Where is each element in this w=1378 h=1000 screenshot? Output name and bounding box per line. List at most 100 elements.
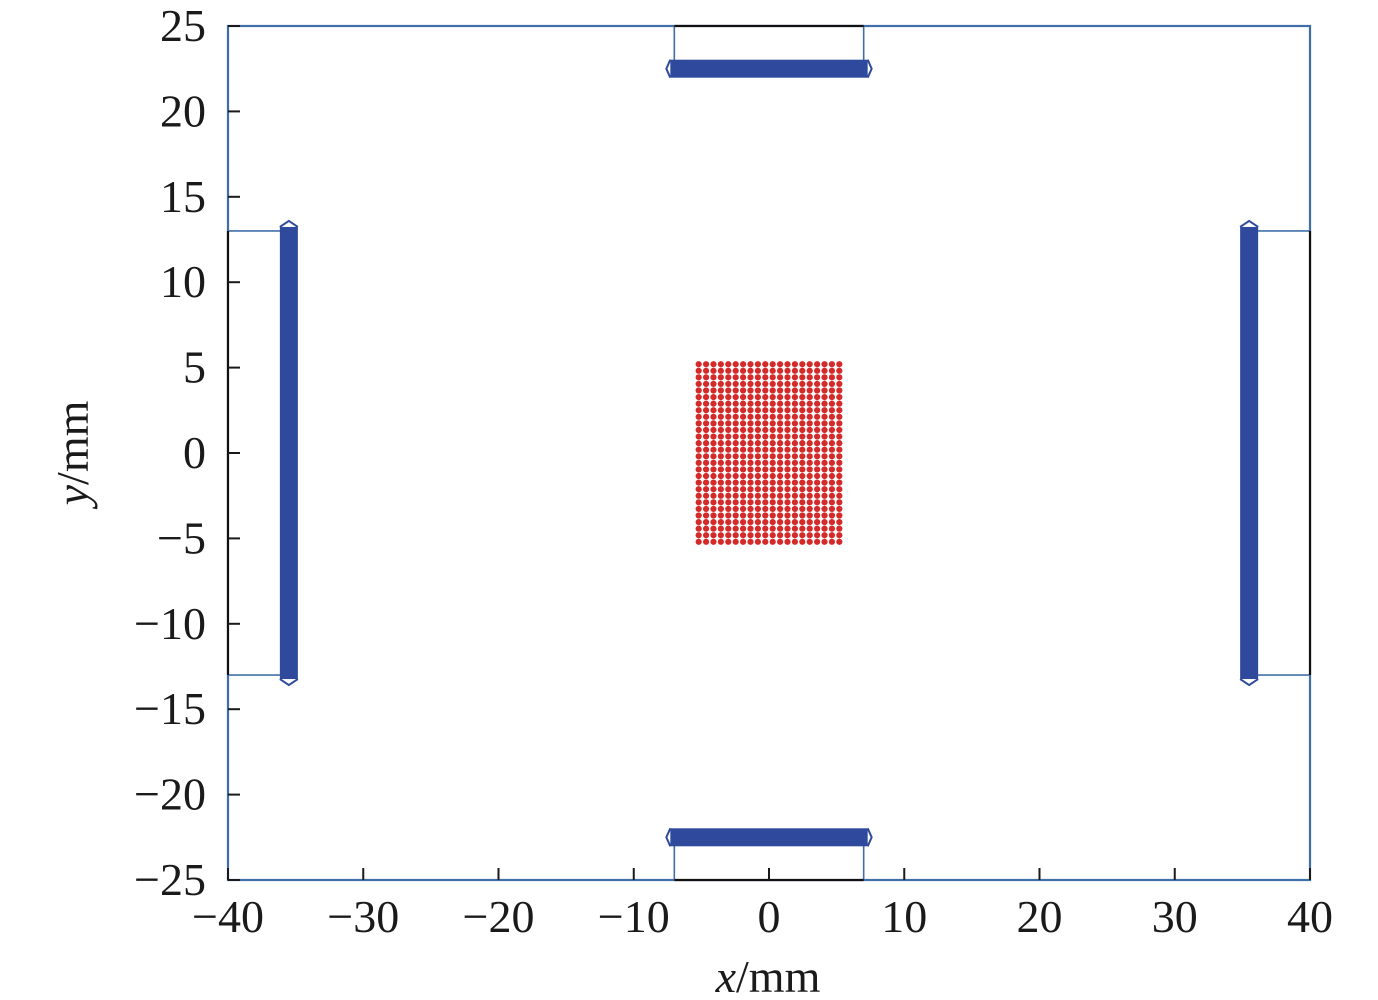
- particle-point: [702, 446, 710, 453]
- particle-point: [695, 393, 702, 401]
- particle-point: [739, 367, 747, 374]
- y-tick-label: 20: [160, 85, 206, 136]
- particle-point: [828, 486, 836, 493]
- particle-point: [695, 479, 702, 486]
- particle-point: [732, 446, 739, 453]
- particle-point: [777, 472, 784, 480]
- particle-point: [806, 479, 813, 486]
- particle-point: [747, 505, 754, 513]
- right-electrode-caps: [1239, 219, 1259, 687]
- particle-point: [828, 538, 836, 545]
- particle-point: [836, 492, 843, 499]
- top-electrode: [670, 59, 868, 78]
- particle-point: [777, 380, 784, 388]
- particle-point: [828, 407, 836, 414]
- particle-point: [799, 512, 806, 519]
- particle-point: [828, 466, 836, 473]
- y-tick-label: −25: [134, 854, 206, 905]
- particle-point: [814, 426, 821, 434]
- x-axis-label: x/mm: [715, 951, 821, 1000]
- particle-point: [717, 512, 724, 519]
- particle-point: [828, 505, 836, 513]
- particle-point: [799, 367, 806, 374]
- particle-point: [799, 518, 806, 526]
- particle-point: [791, 453, 799, 460]
- particle-point: [814, 466, 821, 473]
- particle-point: [806, 361, 813, 368]
- particle-point: [710, 453, 717, 460]
- particle-point: [806, 433, 813, 440]
- particle-point: [814, 393, 821, 401]
- particle-point: [814, 446, 821, 453]
- particle-point: [754, 440, 761, 447]
- particle-point: [821, 400, 828, 407]
- particle-point: [828, 361, 836, 368]
- particle-point: [717, 400, 724, 407]
- particle-point: [814, 492, 821, 499]
- particle-point: [791, 499, 799, 506]
- particle-point: [814, 367, 821, 374]
- particle-point: [799, 380, 806, 388]
- particle-point: [739, 407, 747, 414]
- particle-point: [769, 499, 776, 506]
- particle-point: [836, 505, 843, 513]
- particle-point: [762, 532, 769, 539]
- particle-point: [806, 492, 813, 499]
- particle-point: [836, 420, 843, 427]
- particle-point: [784, 486, 791, 493]
- particle-point: [806, 518, 813, 526]
- particle-point: [725, 387, 732, 394]
- particle-point: [710, 374, 717, 381]
- left-electrode-caps: [279, 219, 299, 687]
- particle-point: [702, 492, 710, 499]
- particle-point: [725, 453, 732, 460]
- particle-point: [762, 440, 769, 447]
- particle-point: [836, 538, 843, 545]
- particle-point: [717, 387, 724, 394]
- particle-point: [814, 374, 821, 381]
- particle-point: [717, 472, 724, 480]
- particle-point: [814, 512, 821, 519]
- particle-point: [828, 440, 836, 447]
- particle-point: [739, 472, 747, 480]
- particle-point: [791, 512, 799, 519]
- particle-point: [725, 400, 732, 407]
- particle-point: [777, 453, 784, 460]
- particle-point: [836, 466, 843, 473]
- particle-point: [769, 505, 776, 513]
- particle-point: [769, 426, 776, 434]
- particle-point: [799, 426, 806, 434]
- particle-point: [762, 361, 769, 368]
- particle-point: [702, 466, 710, 473]
- particle-point: [732, 433, 739, 440]
- particle-point: [695, 459, 702, 466]
- particle-point: [747, 512, 754, 519]
- particle-point: [821, 538, 828, 545]
- y-tick-label: 10: [160, 256, 206, 307]
- particle-point: [710, 492, 717, 499]
- particle-point: [732, 525, 739, 532]
- particle-point: [799, 466, 806, 473]
- particle-point: [806, 413, 813, 420]
- particle-point: [799, 538, 806, 545]
- particle-point: [799, 472, 806, 480]
- particle-point: [769, 440, 776, 447]
- particle-point: [710, 420, 717, 427]
- particle-point: [784, 492, 791, 499]
- particle-point: [784, 505, 791, 513]
- particle-point: [747, 466, 754, 473]
- particle-point: [702, 361, 710, 368]
- particle-point: [739, 499, 747, 506]
- particle-point: [769, 538, 776, 545]
- particle-point: [791, 538, 799, 545]
- particle-point: [806, 466, 813, 473]
- particle-point: [717, 361, 724, 368]
- particle-point: [725, 466, 732, 473]
- particle-point: [754, 459, 761, 466]
- particle-point: [769, 361, 776, 368]
- y-axis-label: y/mm: [47, 400, 98, 509]
- particle-point: [710, 361, 717, 368]
- particle-point: [695, 538, 702, 545]
- particle-point: [762, 486, 769, 493]
- particle-point: [828, 532, 836, 539]
